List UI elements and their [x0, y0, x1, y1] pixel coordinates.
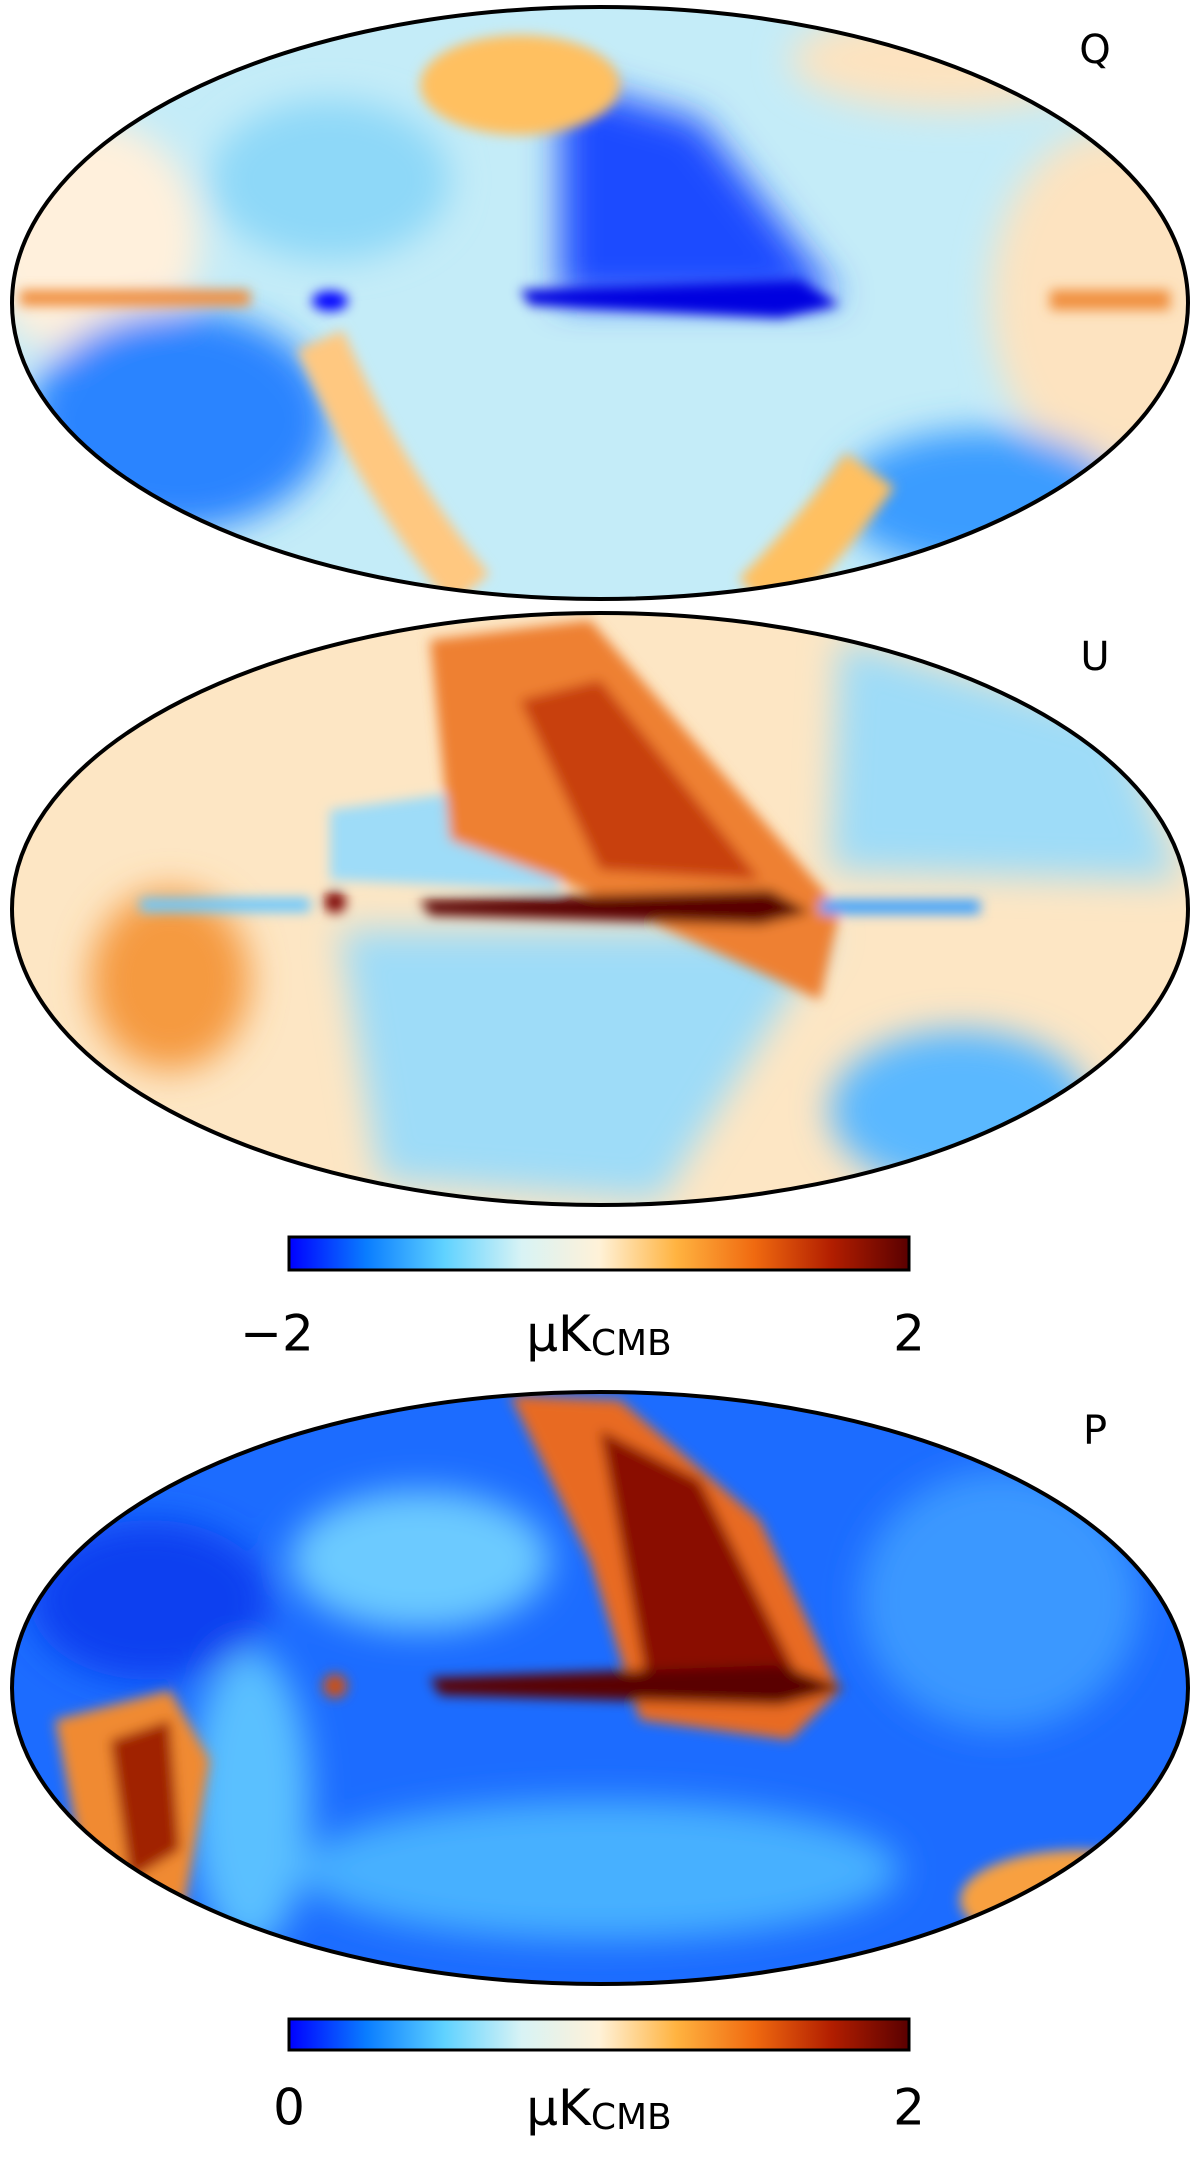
colorbar-tick-label: 2 — [893, 1305, 925, 1363]
panel-label: U — [1080, 634, 1109, 680]
unit-main: μK — [526, 1305, 592, 1363]
colorbar — [287, 2017, 911, 2052]
q-border — [10, 5, 1190, 601]
unit-sub: CMB — [591, 1323, 672, 1364]
panel-label: Q — [1079, 27, 1110, 73]
p-map — [12, 1392, 1188, 1984]
colorbar-unit: μKCMB — [526, 2079, 672, 2139]
unit-sub: CMB — [591, 2097, 672, 2138]
u-map — [12, 613, 1188, 1205]
colorbar-tick-label: 0 — [273, 2079, 305, 2137]
u-border — [10, 611, 1190, 1207]
colorbar-tick-label: 2 — [893, 2079, 925, 2137]
panel-label: P — [1083, 1408, 1107, 1454]
colorbar — [287, 1235, 911, 1272]
p-border — [10, 1390, 1190, 1986]
colorbar-tick-label: −2 — [240, 1305, 314, 1363]
q-map — [12, 7, 1188, 599]
unit-main: μK — [526, 2079, 592, 2137]
colorbar-unit: μKCMB — [526, 1305, 672, 1365]
